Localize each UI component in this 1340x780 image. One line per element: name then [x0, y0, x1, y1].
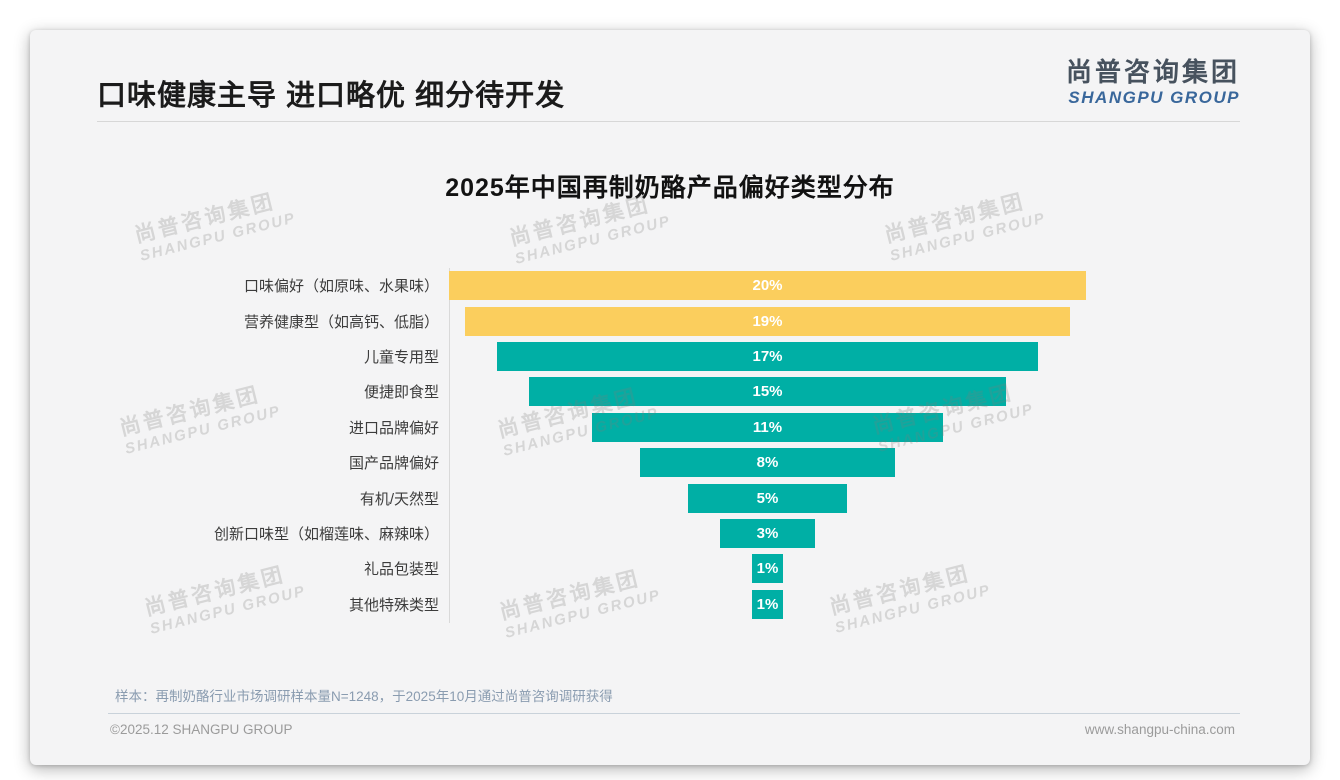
funnel-plot-cell: 19% [449, 306, 1086, 336]
title-underline [97, 121, 1240, 122]
funnel-row: 进口品牌偏好 11% [30, 410, 1086, 445]
footer-divider [108, 713, 1240, 714]
category-label: 进口品牌偏好 [348, 419, 439, 437]
watermark-en-text: SHANGPU GROUP [888, 209, 1048, 265]
category-label: 便捷即食型 [363, 384, 439, 402]
funnel-row: 便捷即食型 15% [30, 374, 1086, 409]
page-title: 口味健康主导 进口略优 细分待开发 [97, 80, 566, 112]
funnel-plot-cell: 1% [449, 554, 1086, 584]
funnel-bar: 19% [464, 306, 1071, 336]
funnel-plot-cell: 15% [449, 377, 1086, 407]
funnel-bar: 11% [592, 412, 943, 442]
funnel-bar: 15% [528, 377, 1007, 407]
sample-footnote: 样本：再制奶酪行业市场调研样本量N=1248，于2025年10月通过尚普咨询调研… [115, 689, 613, 704]
funnel-bar: 1% [751, 554, 784, 584]
category-label: 创新口味型（如榴莲味、麻辣味） [213, 525, 439, 543]
copyright-text: ©2025.12 SHANGPU GROUP [110, 722, 293, 737]
category-label: 儿童专用型 [363, 348, 439, 366]
category-label: 营养健康型（如高钙、低脂） [243, 313, 439, 331]
funnel-plot-cell: 20% [449, 271, 1086, 301]
watermark-en-text: SHANGPU GROUP [138, 209, 298, 265]
funnel-bar: 20% [449, 271, 1086, 301]
category-label: 有机/天然型 [359, 490, 439, 508]
funnel-bar: 1% [751, 589, 784, 619]
funnel-row: 儿童专用型 17% [30, 339, 1086, 374]
website-url: www.shangpu-china.com [1084, 722, 1235, 737]
logo-cn-text: 尚普咨询集团 [1065, 57, 1240, 87]
funnel-plot-cell: 8% [449, 448, 1086, 478]
funnel-plot-cell: 1% [449, 589, 1086, 619]
funnel-bar: 8% [640, 448, 895, 478]
logo-en-text: SHANGPU GROUP [1068, 87, 1240, 107]
funnel-row: 营养健康型（如高钙、低脂） 19% [30, 303, 1086, 338]
funnel-bar: 17% [496, 341, 1039, 371]
funnel-bar: 5% [687, 483, 848, 513]
category-label: 礼品包装型 [363, 561, 439, 579]
category-label: 口味偏好（如原味、水果味） [243, 278, 439, 296]
funnel-row: 创新口味型（如榴莲味、麻辣味） 3% [30, 516, 1086, 551]
category-label: 其他特殊类型 [348, 596, 439, 614]
report-slide: 口味健康主导 进口略优 细分待开发 尚普咨询集团 SHANGPU GROUP 2… [30, 30, 1310, 765]
company-logo: 尚普咨询集团 SHANGPU GROUP [1066, 58, 1240, 107]
funnel-plot-cell: 3% [449, 518, 1086, 548]
funnel-row: 国产品牌偏好 8% [30, 445, 1086, 480]
funnel-plot-cell: 11% [449, 412, 1086, 442]
funnel-row: 口味偏好（如原味、水果味） 20% [30, 268, 1086, 303]
funnel-row: 礼品包装型 1% [30, 551, 1086, 586]
funnel-plot-cell: 17% [449, 341, 1086, 371]
chart-title: 2025年中国再制奶酪产品偏好类型分布 [445, 174, 895, 202]
funnel-row: 其他特殊类型 1% [30, 587, 1086, 622]
funnel-row: 有机/天然型 5% [30, 480, 1086, 515]
axis-line [449, 268, 450, 623]
watermark-en-text: SHANGPU GROUP [513, 212, 673, 268]
funnel-bar: 3% [719, 518, 816, 548]
funnel-chart: 口味偏好（如原味、水果味） 20% 营养健康型（如高钙、低脂） 19% 儿童专用型 17%… [30, 268, 1086, 623]
funnel-plot-cell: 5% [449, 483, 1086, 513]
category-label: 国产品牌偏好 [348, 455, 439, 473]
